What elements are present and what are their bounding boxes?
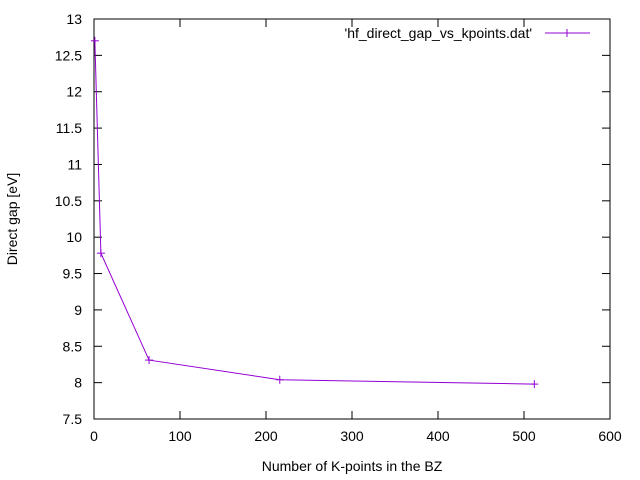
data-point	[96, 249, 105, 258]
y-axis-label: Direct gap [eV]	[4, 173, 20, 266]
y-tick-label: 13	[66, 11, 82, 27]
x-tick-label: 300	[340, 428, 364, 444]
legend-marker	[563, 29, 571, 37]
x-tick-label: 100	[168, 428, 192, 444]
y-tick-label: 11.5	[56, 120, 82, 136]
y-tick-label: 7.5	[63, 411, 83, 427]
y-tick-label: 9	[74, 302, 82, 318]
legend: 'hf_direct_gap_vs_kpoints.dat'	[345, 25, 590, 41]
plot-area	[93, 18, 611, 420]
tick-labels: 0 100 200 300 400 500 600 7.5 8 8.5 9 9.5 10 10.5 11 11…	[55, 11, 622, 444]
x-axis-label: Number of K-points in the BZ	[262, 458, 443, 474]
data-point	[530, 380, 539, 389]
y-tick-label: 12	[66, 84, 82, 100]
data-point	[145, 356, 154, 365]
y-tick-label: 10	[66, 229, 82, 245]
y-tick-label: 10.5	[55, 193, 82, 209]
series-layer	[90, 36, 539, 389]
data-point	[90, 36, 99, 45]
x-tick-label: 400	[426, 428, 450, 444]
y-tick-label: 9.5	[63, 266, 83, 282]
x-tick-label: 0	[90, 428, 98, 444]
y-tick-label: 8	[74, 375, 82, 391]
legend-label: 'hf_direct_gap_vs_kpoints.dat'	[345, 25, 532, 41]
ticks	[93, 18, 611, 420]
x-tick-label: 200	[254, 428, 278, 444]
x-tick-label: 600	[598, 428, 622, 444]
x-tick-label: 500	[512, 428, 536, 444]
series-line	[94, 40, 535, 385]
y-tick-label: 8.5	[63, 338, 83, 354]
y-tick-label: 11	[67, 156, 82, 172]
data-point	[275, 375, 284, 384]
y-tick-label: 12.5	[55, 47, 82, 63]
